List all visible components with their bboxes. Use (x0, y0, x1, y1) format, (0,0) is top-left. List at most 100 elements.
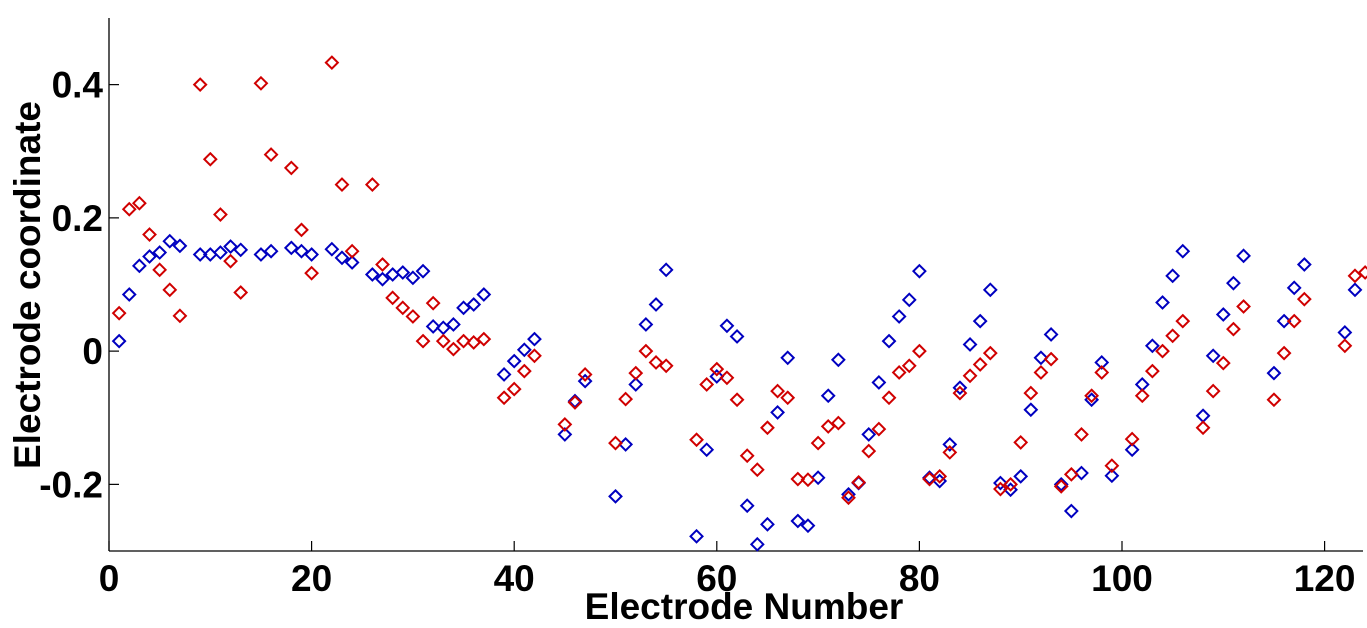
data-point (1013, 434, 1029, 450)
data-point (385, 290, 401, 306)
x-axis-ticks: 0 20 40 60 80 100 120 (99, 541, 1356, 599)
x-tick-label: 120 (1294, 558, 1356, 599)
data-point (952, 380, 968, 396)
data-point (749, 536, 765, 552)
data-point (1094, 365, 1110, 380)
data-point (861, 443, 877, 459)
data-point (223, 253, 238, 269)
data-point (395, 265, 411, 280)
data-point (1084, 392, 1100, 408)
data-point (618, 391, 634, 407)
x-tick-label: 60 (696, 558, 737, 599)
data-point (942, 436, 958, 452)
data-point (1266, 365, 1282, 381)
data-point (496, 367, 512, 382)
data-point (516, 342, 532, 358)
data-point (1175, 313, 1191, 329)
y-tick-label: 0 (82, 331, 103, 372)
data-point (608, 435, 623, 451)
data-point (324, 55, 340, 71)
data-point (456, 300, 471, 316)
data-point (1205, 348, 1221, 364)
data-point (982, 345, 998, 361)
data-point (405, 309, 421, 324)
data-point (375, 271, 390, 287)
data-point (830, 352, 846, 368)
data-point (162, 233, 178, 249)
data-point (152, 262, 168, 278)
data-point (172, 238, 188, 254)
data-point (476, 331, 492, 347)
data-point (233, 285, 249, 300)
y-tick-label: 0.2 (52, 198, 103, 239)
y-tick-label: 0.4 (52, 65, 104, 106)
data-point (375, 257, 390, 272)
data-point (993, 481, 1008, 497)
data-point (516, 363, 532, 379)
data-point (496, 390, 512, 406)
data-point (466, 335, 482, 350)
data-point (881, 333, 897, 349)
data-point (648, 297, 664, 312)
data-point (1357, 265, 1367, 280)
data-point (1226, 321, 1241, 337)
data-point (790, 471, 806, 487)
x-tick-label: 40 (494, 558, 535, 599)
data-point (253, 75, 269, 91)
data-point (962, 368, 978, 384)
data-point (567, 395, 583, 410)
data-point (364, 177, 380, 192)
data-point (304, 265, 320, 281)
x-tick-label: 80 (899, 558, 940, 599)
data-point (982, 282, 998, 298)
data-point (760, 420, 775, 436)
data-point (1013, 468, 1029, 484)
data-point (749, 462, 765, 478)
data-point (780, 350, 796, 366)
data-point (972, 357, 988, 372)
data-point (1074, 465, 1089, 481)
data-point (213, 245, 228, 260)
data-point (395, 300, 411, 316)
data-point (1104, 468, 1120, 484)
data-point (719, 318, 735, 334)
data-point (304, 247, 320, 262)
data-point (192, 77, 208, 93)
x-tick-label: 100 (1091, 558, 1153, 599)
data-point (1003, 476, 1018, 492)
data-point (213, 207, 228, 222)
data-point (628, 377, 644, 392)
data-point (121, 287, 137, 302)
data-point (648, 355, 664, 370)
data-point (1347, 268, 1363, 284)
data-point (911, 263, 927, 279)
data-point (1337, 338, 1353, 354)
data-point (820, 418, 836, 434)
data-point (881, 390, 897, 406)
data-point (415, 333, 431, 349)
data-point (658, 262, 674, 278)
data-point (770, 405, 785, 420)
y-axis-title: Electrode coordinate (7, 101, 48, 469)
data-point (810, 435, 826, 451)
data-point (283, 160, 299, 176)
data-point (952, 385, 968, 401)
data-point (628, 365, 644, 381)
data-point (1063, 503, 1079, 519)
data-point (142, 249, 157, 264)
data-point (223, 239, 238, 254)
data-point (638, 317, 654, 332)
data-point (577, 367, 593, 382)
data-point (800, 518, 816, 534)
series-1 (111, 55, 1367, 506)
data-point (1053, 478, 1069, 494)
data-point (263, 147, 279, 162)
data-point (344, 255, 360, 270)
data-point (557, 426, 573, 442)
data-point (435, 333, 451, 349)
data-point (162, 282, 178, 298)
data-point (689, 432, 704, 448)
axes (108, 18, 1363, 552)
data-point (760, 516, 775, 532)
data-point (111, 305, 127, 321)
